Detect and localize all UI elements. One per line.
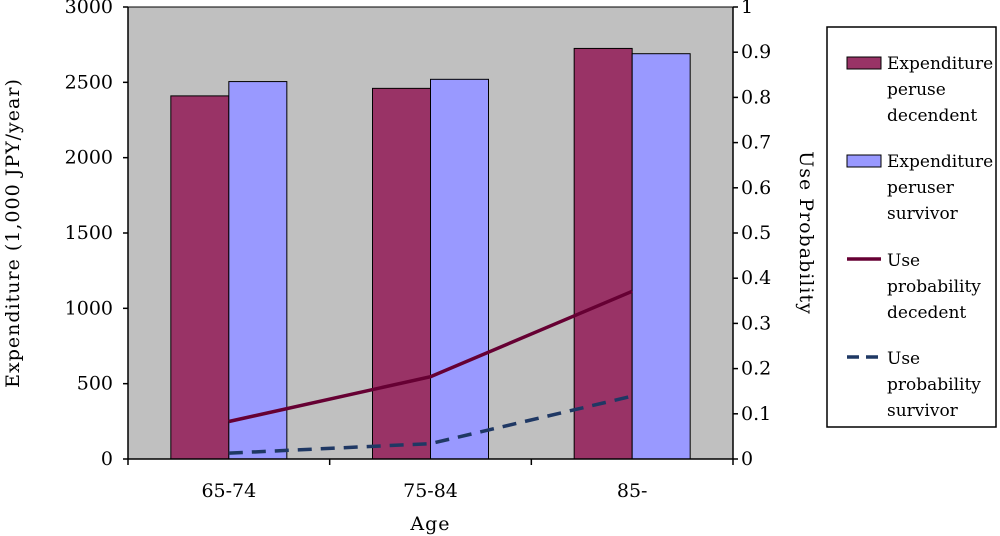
legend-swatch-expenditure-peruser-survivor	[846, 154, 882, 168]
y-axis-title: Expenditure (1,000 JPY/year)	[2, 78, 24, 388]
y2-tick-label: 0.1	[741, 403, 771, 425]
y-tick-label: 2500	[65, 71, 113, 93]
y-tick-labels: 0 500 1000 1500 2000 2500 3000	[65, 0, 113, 470]
bar-expenditure-peruser-survivor-65-74	[228, 81, 288, 460]
axes-group	[123, 6, 738, 465]
legend-label-use-probability-survivor: survivor	[887, 401, 959, 421]
legend-swatch-expenditure-peruse-decendent	[846, 56, 882, 70]
y2-axis-title: Use Probability	[795, 151, 817, 315]
y2-tick-label: 0.2	[741, 358, 771, 380]
y2-tick-label: 0.7	[741, 132, 771, 154]
bar-expenditure-peruser-survivor-75-84	[430, 78, 489, 460]
line-use-probability-decedent	[228, 289, 633, 424]
y-tick-label: 1000	[65, 297, 113, 319]
legend-label-use-probability-decedent: Use	[887, 251, 920, 271]
y-tick-label: 0	[101, 448, 113, 470]
legend-box	[826, 26, 997, 428]
x-tick-labels: 65-74 75-84 85-	[201, 480, 647, 502]
x-tick-label: 75-84	[403, 480, 458, 502]
y2-tick-label: 1	[741, 0, 753, 18]
x-axis-title: Age	[409, 513, 450, 535]
x-tick-label: 85-	[617, 480, 648, 502]
y2-tick-label: 0.6	[741, 177, 771, 199]
y2-tick-labels: 0 0.1 0.2 0.3 0.4 0.5 0.6 0.7 0.8 0.9 1	[741, 0, 771, 470]
y2-tick-label: 0.5	[741, 222, 771, 244]
legend-label-expenditure-peruse-decendent: decendent	[887, 106, 977, 126]
legend-label-use-probability-survivor: Use	[887, 349, 920, 369]
bar-expenditure-peruse-decendent-85-	[573, 47, 633, 460]
y2-tick-label: 0.4	[741, 267, 771, 289]
bar-expenditure-peruse-decendent-75-84	[372, 87, 431, 460]
bars-group	[170, 47, 691, 460]
legend-label-expenditure-peruse-decendent: peruse	[887, 80, 946, 100]
y-tick-label: 1500	[65, 222, 113, 244]
legend-label-expenditure-peruser-survivor: Expenditure	[887, 152, 993, 172]
legend-label-use-probability-decedent: decedent	[887, 303, 966, 323]
y2-tick-label: 0.8	[741, 86, 771, 108]
lines-group	[228, 289, 633, 455]
legend: Expenditure peruse decendent Expenditure per…	[826, 26, 997, 428]
legend-label-use-probability-decedent: probability	[887, 277, 981, 297]
legend-label-expenditure-peruser-survivor: survivor	[887, 204, 959, 224]
legend-label-use-probability-survivor: probability	[887, 375, 981, 395]
y-tick-label: 2000	[65, 147, 113, 169]
y-tick-label: 500	[77, 373, 113, 395]
x-tick-label: 65-74	[201, 480, 256, 502]
y-tick-label: 3000	[65, 0, 113, 18]
y2-tick-label: 0	[741, 448, 753, 470]
bar-expenditure-peruse-decendent-65-74	[170, 95, 230, 460]
y2-tick-label: 0.9	[741, 41, 771, 63]
bar-expenditure-peruser-survivor-85-	[631, 53, 691, 460]
y2-tick-label: 0.3	[741, 312, 771, 334]
legend-label-expenditure-peruse-decendent: Expenditure	[887, 54, 993, 74]
legend-label-expenditure-peruser-survivor: peruser	[887, 178, 955, 198]
